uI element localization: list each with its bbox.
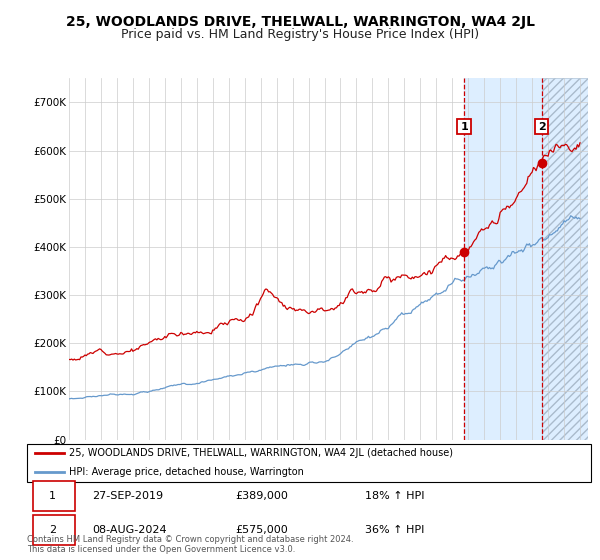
FancyBboxPatch shape <box>27 444 591 482</box>
Text: Price paid vs. HM Land Registry's House Price Index (HPI): Price paid vs. HM Land Registry's House … <box>121 28 479 41</box>
Text: 25, WOODLANDS DRIVE, THELWALL, WARRINGTON, WA4 2JL: 25, WOODLANDS DRIVE, THELWALL, WARRINGTO… <box>65 15 535 29</box>
Text: £389,000: £389,000 <box>236 491 289 501</box>
Bar <box>464 78 542 440</box>
Text: HPI: Average price, detached house, Warrington: HPI: Average price, detached house, Warr… <box>70 468 304 478</box>
FancyBboxPatch shape <box>32 482 75 511</box>
Bar <box>542 78 588 440</box>
Text: 1: 1 <box>460 122 468 132</box>
FancyBboxPatch shape <box>32 515 75 544</box>
Text: 36% ↑ HPI: 36% ↑ HPI <box>365 525 425 535</box>
Text: 25, WOODLANDS DRIVE, THELWALL, WARRINGTON, WA4 2JL (detached house): 25, WOODLANDS DRIVE, THELWALL, WARRINGTO… <box>70 449 454 459</box>
Bar <box>542 78 588 440</box>
Text: £575,000: £575,000 <box>236 525 289 535</box>
Text: 2: 2 <box>538 122 545 132</box>
Text: 18% ↑ HPI: 18% ↑ HPI <box>365 491 425 501</box>
Text: 1: 1 <box>49 491 56 501</box>
Text: 08-AUG-2024: 08-AUG-2024 <box>92 525 166 535</box>
Text: Contains HM Land Registry data © Crown copyright and database right 2024.
This d: Contains HM Land Registry data © Crown c… <box>27 535 353 554</box>
Text: 2: 2 <box>49 525 56 535</box>
Text: 27-SEP-2019: 27-SEP-2019 <box>92 491 163 501</box>
